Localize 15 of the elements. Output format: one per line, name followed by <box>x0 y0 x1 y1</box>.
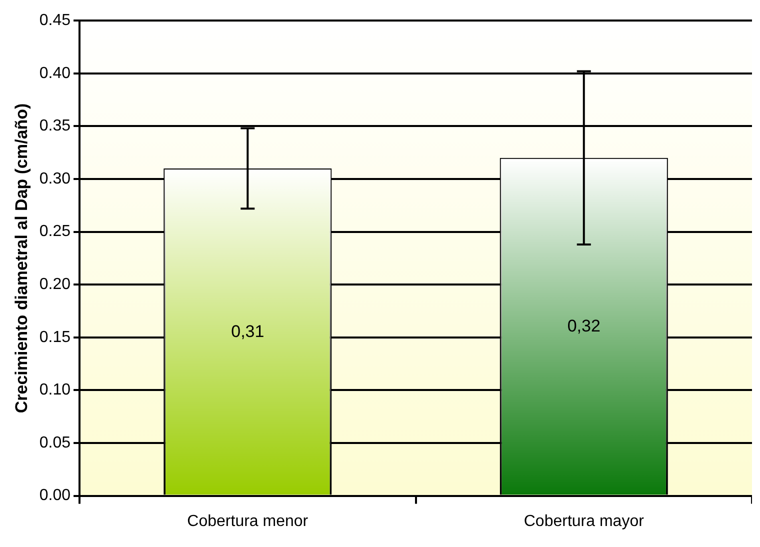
y-tick-label: 0.20 <box>39 276 71 294</box>
data-label: 0,31 <box>231 322 264 341</box>
y-tick-label: 0.05 <box>39 434 71 452</box>
y-tick-label: 0.25 <box>39 223 71 240</box>
y-tick-label: 0.15 <box>39 328 71 346</box>
y-tick-label: 0.40 <box>39 64 71 82</box>
y-tick-label: 0.00 <box>39 487 71 504</box>
x-tick-label: Cobertura menor <box>187 512 309 530</box>
y-tick-label: 0.35 <box>39 118 71 135</box>
y-tick-label: 0.45 <box>39 12 71 30</box>
y-axis-title: Crecimiento diametral al Dap (cm/año) <box>12 103 31 414</box>
data-label: 0,32 <box>567 316 600 336</box>
y-tick-label: 0.10 <box>39 382 71 399</box>
x-tick-label: Cobertura mayor <box>524 512 645 530</box>
y-tick-label: 0.30 <box>39 170 71 188</box>
